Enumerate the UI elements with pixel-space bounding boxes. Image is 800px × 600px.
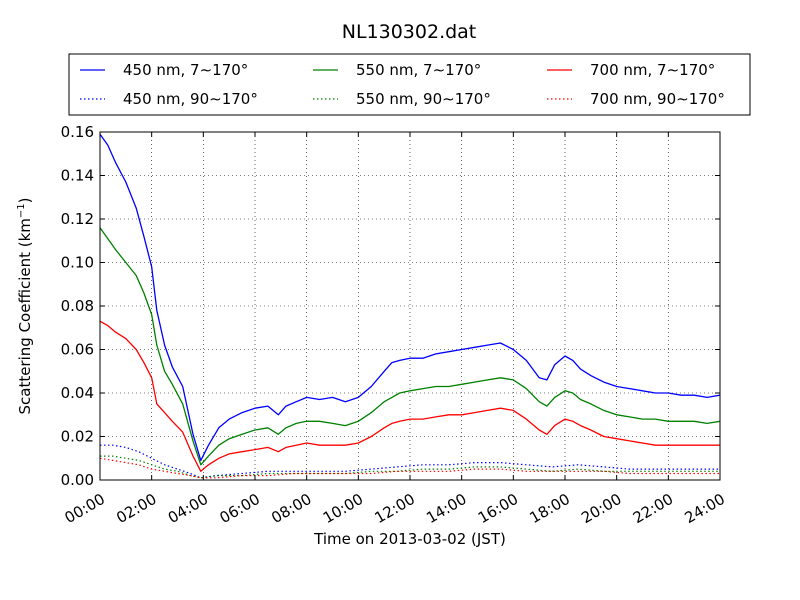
x-axis-label: Time on 2013-03-02 (JST) [313,530,506,548]
y-tick-label: 0.06 [61,341,94,359]
y-tick-label: 0.04 [61,384,94,402]
y-axis-label: Scattering Coefficient (km−1) [16,197,34,414]
y-tick-label: 0.12 [61,210,94,228]
legend-box [68,53,751,116]
legend: 450 nm, 7∼170° 550 nm, 7∼170° 700 nm, 7∼17… [80,61,725,108]
y-tick-label: 0.14 [61,167,94,185]
y-axis: 0.00 0.02 0.04 0.06 0.08 0.10 0.12 0.14 0.16 [61,123,720,489]
grid [100,132,720,480]
legend-label: 550 nm, 90∼170° [356,90,491,108]
legend-label: 700 nm, 90∼170° [590,90,725,108]
y-tick-label: 0.10 [61,254,94,272]
series-line [100,133,720,462]
y-axis-label-superscript: −1 [16,203,27,218]
series-line [100,444,720,479]
legend-label: 550 nm, 7∼170° [356,61,481,79]
legend-label: 700 nm, 7∼170° [590,61,715,79]
series-group [100,133,720,479]
y-axis-label-main: Scattering Coefficient (km [16,218,34,414]
legend-label: 450 nm, 90∼170° [123,90,258,108]
y-tick-label: 0.02 [61,428,94,446]
series-line [100,320,720,472]
series-line [100,457,720,479]
series-line [100,227,720,466]
y-tick-label: 0.16 [61,123,94,141]
series-line [100,455,720,479]
legend-label: 450 nm, 7∼170° [123,61,248,79]
y-tick-label: 0.08 [61,297,94,315]
y-axis-label-close: ) [16,197,34,203]
y-tick-label: 0.00 [61,471,94,489]
chart-title: NL130302.dat [342,21,477,43]
